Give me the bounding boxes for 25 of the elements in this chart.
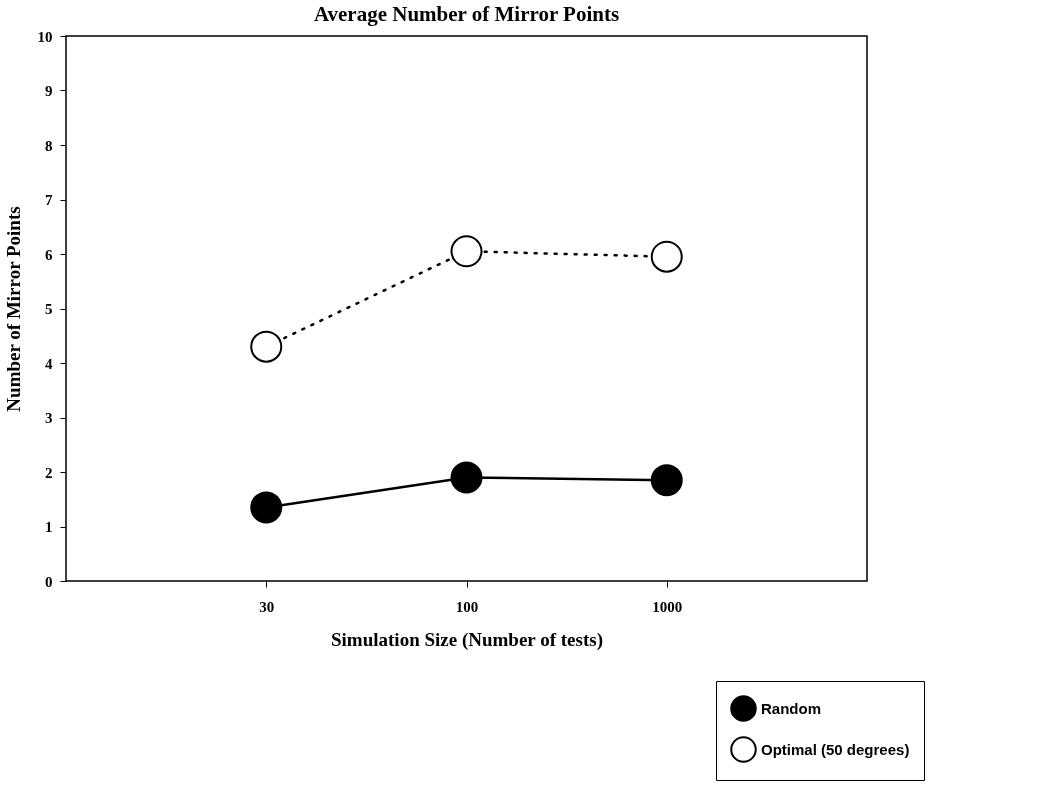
point — [650, 240, 683, 273]
point — [650, 464, 683, 497]
y-tick-label: 2 — [45, 464, 53, 481]
chart-title: Average Number of Mirror Points — [313, 2, 620, 26]
x-tick-label: 30 — [259, 598, 275, 615]
y-tick-label: 3 — [45, 410, 53, 426]
y-tick-label: 8 — [45, 137, 53, 154]
point — [450, 235, 483, 268]
y-tick-label: 4 — [45, 355, 53, 372]
x-axis-title: Simulation Size (Number of tests) — [331, 628, 603, 651]
legend-label: Random — [761, 699, 821, 717]
y-tick-label: 1 — [45, 519, 53, 535]
point — [250, 491, 283, 524]
y-tick-label: 9 — [45, 83, 53, 99]
point — [450, 461, 483, 494]
x-tick-label: 1000 — [652, 598, 683, 615]
legend-label: Optimal (50 degrees) — [761, 740, 910, 758]
point — [250, 330, 283, 363]
y-tick-label: 5 — [45, 301, 53, 317]
y-tick-label: 7 — [45, 192, 53, 208]
y-tick-label: 6 — [45, 246, 53, 263]
x-tick-label: 100 — [455, 598, 479, 615]
y-axis-title: Number of Mirror Points — [2, 206, 24, 412]
y-tick-label: 0 — [45, 573, 53, 590]
y-tick-label: 10 — [37, 28, 53, 45]
